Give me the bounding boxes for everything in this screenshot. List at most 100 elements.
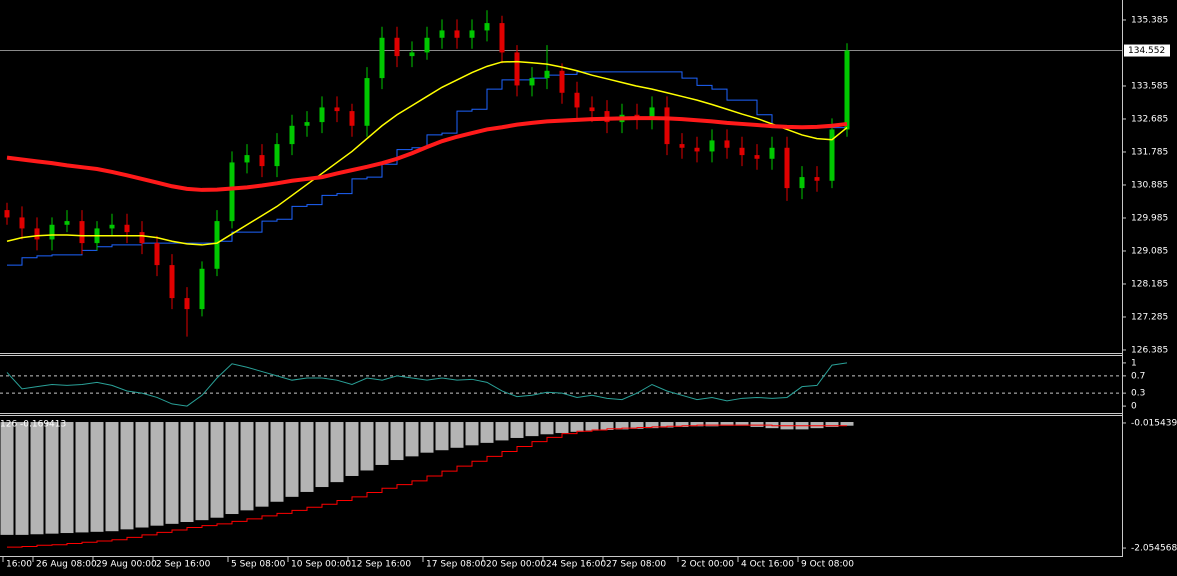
x-tick-label: 2 Sep 16:00 bbox=[156, 560, 211, 570]
histogram-bar bbox=[135, 422, 149, 528]
histogram-bar bbox=[315, 422, 329, 488]
candle-body bbox=[124, 224, 130, 233]
candle-body bbox=[469, 30, 475, 38]
current-price-box bbox=[1124, 44, 1170, 57]
histogram-bar bbox=[345, 422, 359, 476]
candle-body bbox=[739, 147, 745, 156]
candle-body bbox=[229, 162, 235, 222]
candle-body bbox=[319, 107, 325, 123]
candle-body bbox=[394, 37, 400, 57]
y-tick-label: 1 bbox=[1131, 358, 1137, 368]
candle-body bbox=[664, 107, 670, 145]
histogram-bar bbox=[15, 422, 29, 535]
candle-body bbox=[709, 140, 715, 152]
histogram-bar bbox=[105, 422, 119, 532]
candle-body bbox=[184, 298, 190, 310]
y-tick-label: -2.054568 bbox=[1131, 544, 1177, 554]
histogram-bar bbox=[735, 422, 749, 426]
histogram-bar bbox=[210, 422, 224, 518]
y-tick-label: 133.585 bbox=[1131, 81, 1168, 91]
candle-body bbox=[274, 144, 280, 167]
histogram-bar bbox=[825, 422, 839, 427]
y-tick-label: 128.185 bbox=[1131, 279, 1168, 289]
histogram-bar bbox=[195, 422, 209, 521]
histogram-bar bbox=[330, 422, 344, 483]
y-tick-label: 131.785 bbox=[1131, 147, 1168, 157]
x-tick-label: 29 Aug 00:00 bbox=[96, 560, 157, 570]
y-tick-label: 130.885 bbox=[1131, 180, 1168, 190]
histogram-bar bbox=[165, 422, 179, 524]
histogram-bar bbox=[120, 422, 134, 530]
histogram-bar bbox=[555, 422, 569, 434]
histogram-bar bbox=[705, 422, 719, 427]
x-tick-label: 20 Sep 00:00 bbox=[486, 560, 546, 570]
candle-body bbox=[304, 122, 310, 126]
candle-body bbox=[349, 111, 355, 126]
candle-body bbox=[799, 177, 805, 189]
candle-body bbox=[574, 92, 580, 108]
x-tick-label: 26 Aug 08:00 bbox=[36, 560, 97, 570]
histogram-bar bbox=[540, 422, 554, 435]
histogram-bar bbox=[645, 422, 659, 429]
candle-body bbox=[499, 23, 505, 53]
indicator-line bbox=[6, 362, 848, 407]
y-tick-label: 135.385 bbox=[1131, 15, 1168, 25]
histogram-bar bbox=[435, 422, 449, 451]
candle-body bbox=[289, 125, 295, 145]
candle-body bbox=[364, 78, 370, 126]
candle-body bbox=[409, 52, 415, 57]
current-price-label: 134.552 bbox=[1128, 46, 1165, 56]
candle-body bbox=[814, 177, 820, 181]
candle-body bbox=[769, 147, 775, 159]
candle-body bbox=[439, 30, 445, 38]
histogram-bar bbox=[615, 422, 629, 430]
histogram-bar bbox=[390, 422, 404, 461]
histogram-bar bbox=[690, 422, 704, 427]
candle-body bbox=[19, 217, 25, 229]
y-tick-label: 126.385 bbox=[1131, 345, 1168, 355]
histogram-bar bbox=[675, 422, 689, 427]
candle-body bbox=[529, 78, 535, 86]
x-tick-label: 4 Oct 16:00 bbox=[741, 560, 794, 570]
candle-body bbox=[244, 155, 250, 163]
indicator-label: 126 -0.169413 bbox=[0, 420, 66, 430]
histogram-bar bbox=[630, 422, 644, 429]
histogram-bar bbox=[75, 422, 89, 533]
histogram-bar bbox=[375, 422, 389, 465]
y-tick-label: 129.985 bbox=[1131, 213, 1168, 223]
x-tick-label: 12 Sep 16:00 bbox=[351, 560, 411, 570]
histogram-bar bbox=[495, 422, 509, 441]
histogram-bar bbox=[30, 422, 44, 535]
indicator-line bbox=[7, 424, 847, 548]
x-tick-label: 9 Oct 08:00 bbox=[801, 560, 854, 570]
candle-body bbox=[79, 221, 85, 244]
candle-body bbox=[829, 129, 835, 181]
histogram-bar bbox=[90, 422, 104, 532]
x-tick-label: 16:00 bbox=[6, 560, 32, 570]
x-tick-label: 17 Sep 08:00 bbox=[426, 560, 486, 570]
candle-body bbox=[169, 265, 175, 299]
histogram-bar bbox=[525, 422, 539, 437]
histogram-bar bbox=[45, 422, 59, 534]
histogram-bar bbox=[405, 422, 419, 457]
histogram-bar bbox=[465, 422, 479, 446]
candle-body bbox=[199, 268, 205, 310]
histogram-bar bbox=[150, 422, 164, 526]
y-tick-label: 0 bbox=[1131, 402, 1137, 412]
candle-body bbox=[544, 70, 550, 79]
histogram-bar bbox=[300, 422, 314, 492]
histogram-bar bbox=[255, 422, 269, 507]
candle-body bbox=[454, 30, 460, 38]
histogram-bar bbox=[450, 422, 464, 448]
histogram-bar bbox=[285, 422, 299, 497]
y-tick-label: 132.685 bbox=[1131, 114, 1168, 124]
candle-body bbox=[49, 224, 55, 240]
candle-body bbox=[139, 232, 145, 244]
y-tick-label: 127.285 bbox=[1131, 312, 1168, 322]
candle-body bbox=[589, 107, 595, 112]
candle-body bbox=[559, 70, 565, 93]
x-tick-label: 10 Sep 00:00 bbox=[291, 560, 351, 570]
candle-body bbox=[334, 107, 340, 112]
histogram-bar bbox=[60, 422, 74, 534]
histogram-bar bbox=[840, 422, 854, 426]
